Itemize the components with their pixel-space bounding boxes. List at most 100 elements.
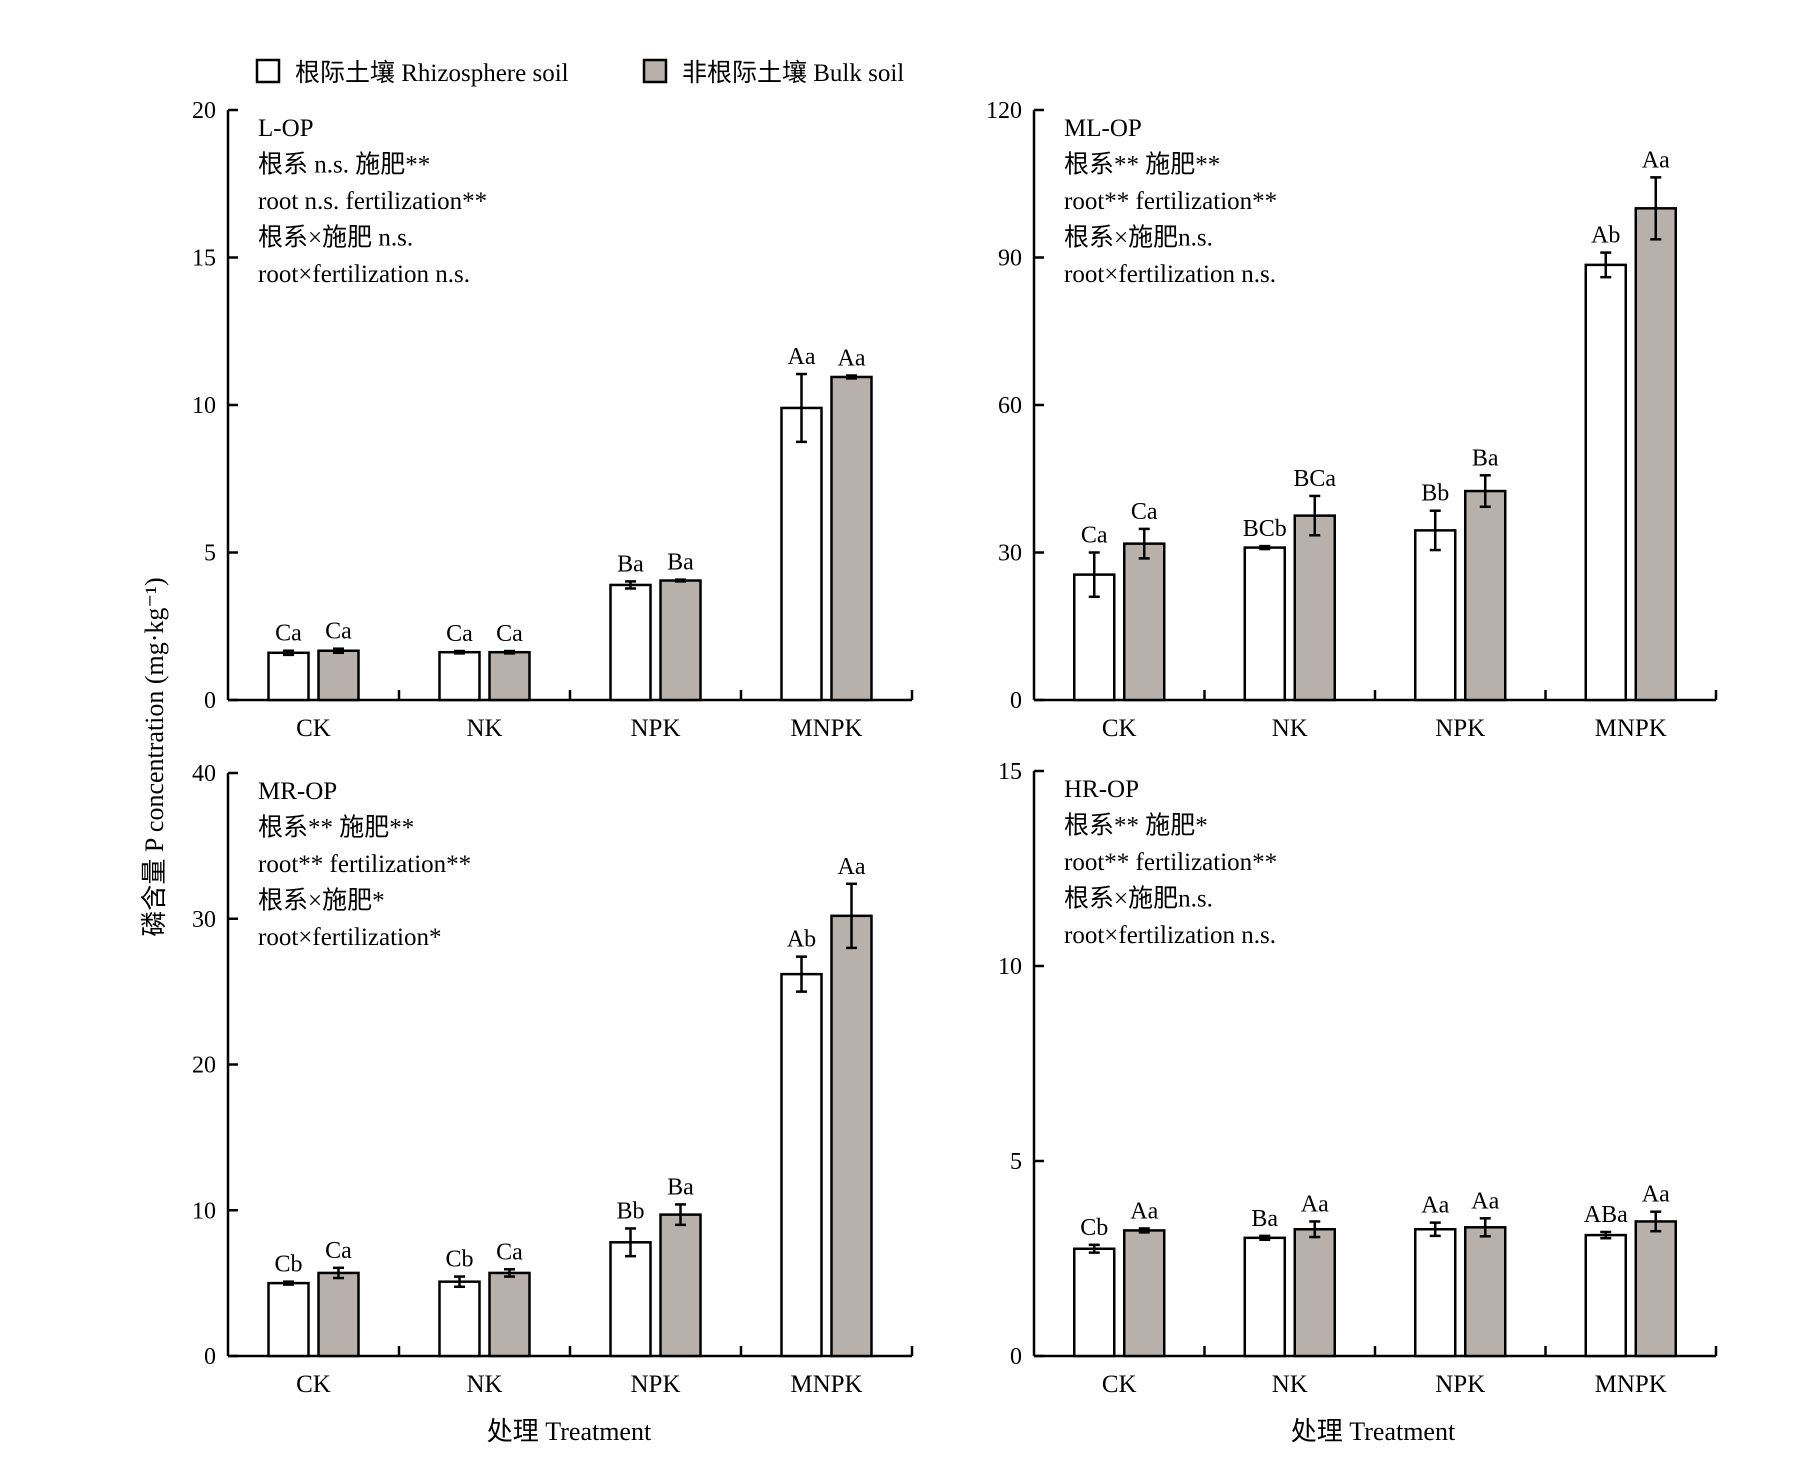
y-tick-label: 40 xyxy=(192,761,216,787)
bar-rhizosphere-npk xyxy=(609,1241,652,1358)
y-tick-label: 10 xyxy=(192,1198,216,1224)
bar-rhizosphere-mnpk xyxy=(1584,1233,1627,1358)
significance-label: Aa xyxy=(838,346,866,372)
y-tick-label: 30 xyxy=(998,541,1022,567)
legend-label-rhizosphere: 根际土壤 Rhizosphere soil xyxy=(295,59,569,87)
bar-rhizosphere-mnpk xyxy=(780,406,823,702)
significance-label: Ca xyxy=(275,621,302,647)
significance-label: Ab xyxy=(1591,223,1620,249)
bar-bulk-nk xyxy=(488,1271,531,1358)
significance-label: Ca xyxy=(325,619,352,645)
panel-l-op: 0 5 10 15 20 CK Ca Ca NK Ca Ca NPK Ba Ba MNPK Aa Aa L-OP 根… xyxy=(192,98,914,742)
significance-label: Ba xyxy=(667,1174,694,1200)
statistics-annotation: root** fertilization** xyxy=(258,851,471,878)
bar-bulk-mnpk xyxy=(1634,207,1677,702)
bar-bulk-nk xyxy=(1293,1228,1336,1358)
panel-mr-op: 0 10 20 30 40 CK Cb Ca NK Cb Ca NPK Bb Ba MNPK Ab Aa MR-O… xyxy=(192,761,914,1398)
bar-rhizosphere-mnpk xyxy=(780,972,823,1358)
statistics-annotation: 根系** 施肥** xyxy=(258,814,414,842)
significance-label: Ca xyxy=(1131,499,1158,525)
bar-rhizosphere-nk xyxy=(438,650,481,702)
statistics-annotation: root×fertilization n.s. xyxy=(258,261,470,288)
x-tick-label-nk: NK xyxy=(466,715,502,742)
significance-label: Ba xyxy=(1472,445,1499,471)
x-tick-label-ck: CK xyxy=(1102,715,1137,742)
statistics-annotation: 根系×施肥n.s. xyxy=(1064,885,1213,913)
significance-label: Ca xyxy=(325,1238,352,1264)
significance-label: Aa xyxy=(1301,1191,1329,1217)
y-tick-label: 10 xyxy=(998,954,1022,980)
significance-label: BCa xyxy=(1293,466,1336,492)
y-tick-label: 10 xyxy=(192,393,216,419)
significance-label: ABa xyxy=(1584,1202,1628,1228)
x-tick-label-nk: NK xyxy=(1272,715,1308,742)
bar-bulk-mnpk xyxy=(1634,1220,1677,1358)
bar-rhizosphere-ck xyxy=(1073,1247,1116,1358)
bar-rhizosphere-npk xyxy=(1414,1228,1457,1358)
y-tick-label: 20 xyxy=(192,98,216,124)
significance-label: Ca xyxy=(1081,523,1108,549)
significance-label: BCb xyxy=(1243,516,1287,542)
bar-bulk-npk xyxy=(659,1213,702,1358)
y-tick-label: 0 xyxy=(1010,688,1022,714)
bar-bulk-ck xyxy=(1123,542,1166,702)
statistics-annotation: root×fertilization n.s. xyxy=(1064,261,1276,288)
bar-bulk-mnpk xyxy=(830,375,873,702)
significance-label: Aa xyxy=(1642,147,1670,173)
bar-rhizosphere-ck xyxy=(267,651,310,702)
x-tick-label-nk: NK xyxy=(466,1371,502,1398)
statistics-annotation: root** fertilization** xyxy=(1064,849,1277,876)
statistics-annotation: 根系** 施肥** xyxy=(1064,151,1220,179)
x-tick-label-mnpk: MNPK xyxy=(1595,1371,1667,1398)
bar-rhizosphere-mnpk xyxy=(1584,263,1627,702)
panel-hr-op: 0 5 10 15 CK Cb Aa NK Ba Aa NPK Aa Aa MNPK ABa Aa HR-OP 根… xyxy=(998,759,1718,1398)
x-tick-label-ck: CK xyxy=(296,1371,331,1398)
y-tick-label: 90 xyxy=(998,246,1022,272)
statistics-annotation: 根系 n.s. 施肥** xyxy=(258,151,430,179)
bar-rhizosphere-nk xyxy=(438,1280,481,1358)
y-tick-label: 5 xyxy=(204,541,216,567)
significance-label: Aa xyxy=(1130,1198,1158,1224)
significance-label: Ba xyxy=(667,550,694,576)
statistics-annotation: 根系** 施肥* xyxy=(1064,812,1208,840)
legend-swatch-bulk xyxy=(642,58,668,84)
y-tick-label: 5 xyxy=(1010,1149,1022,1175)
significance-label: Ba xyxy=(1251,1206,1278,1232)
x-tick-label-mnpk: MNPK xyxy=(790,1371,862,1398)
significance-label: Aa xyxy=(1642,1182,1670,1208)
significance-label: Ca xyxy=(496,621,523,647)
significance-label: Ca xyxy=(446,621,473,647)
bar-bulk-ck xyxy=(317,1271,360,1358)
x-axis-title-left: 处理 Treatment xyxy=(487,1417,652,1446)
bar-bulk-npk xyxy=(1464,1226,1507,1358)
significance-label: Ab xyxy=(787,927,816,953)
significance-label: Bb xyxy=(616,1198,644,1224)
bar-rhizosphere-npk xyxy=(609,583,652,702)
y-axis-title: 磷含量 P concentration (mg·kg⁻¹) xyxy=(140,577,169,936)
y-tick-label: 0 xyxy=(204,688,216,714)
bar-bulk-nk xyxy=(488,650,531,702)
statistics-annotation: root** fertilization** xyxy=(1064,188,1277,215)
statistics-annotation: 根系×施肥 n.s. xyxy=(258,224,413,252)
significance-label: Ba xyxy=(617,551,644,577)
significance-label: Bb xyxy=(1421,481,1449,507)
bar-rhizosphere-npk xyxy=(1414,529,1457,702)
panel-label: L-OP xyxy=(258,115,314,142)
significance-label: Aa xyxy=(1471,1188,1499,1214)
y-tick-label: 20 xyxy=(192,1053,216,1079)
legend-swatch-rhizosphere xyxy=(255,58,281,84)
significance-label: Aa xyxy=(788,344,816,370)
significance-label: Cb xyxy=(274,1252,302,1278)
significance-label: Cb xyxy=(445,1247,473,1273)
significance-label: Aa xyxy=(1421,1193,1449,1219)
y-tick-label: 15 xyxy=(998,759,1022,785)
x-tick-label-mnpk: MNPK xyxy=(1595,715,1667,742)
x-tick-label-npk: NPK xyxy=(1435,1371,1485,1398)
x-tick-label-ck: CK xyxy=(296,715,331,742)
x-tick-label-mnpk: MNPK xyxy=(790,715,862,742)
statistics-annotation: 根系×施肥n.s. xyxy=(1064,224,1213,252)
y-tick-label: 0 xyxy=(1010,1344,1022,1370)
y-tick-label: 120 xyxy=(986,98,1022,124)
